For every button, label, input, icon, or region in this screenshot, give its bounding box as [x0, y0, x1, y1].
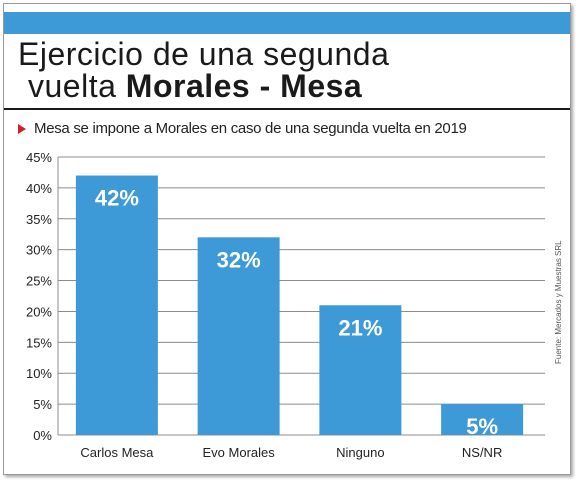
x-axis: Carlos Mesa Evo Morales Ninguno NS/NR	[80, 445, 502, 460]
y-tick-label: 45%	[26, 150, 52, 165]
bar-carlos-mesa	[75, 175, 158, 436]
bar-ns-nr	[441, 404, 524, 435]
title-line-2-normal: vuelta	[28, 68, 126, 104]
chart-title: Ejercicio de una segunda vuelta Morales …	[18, 38, 558, 102]
data-label: 21%	[338, 315, 382, 340]
x-tick-label: Evo Morales	[203, 445, 276, 460]
chart-subtitle: Mesa se impone a Morales en caso de una …	[34, 120, 467, 137]
y-tick-label: 5%	[33, 397, 52, 412]
bar-ninguno	[319, 305, 402, 435]
subtitle-bullet-icon	[18, 124, 26, 134]
y-axis: 0% 5% 10% 15% 20% 25% 30% 35% 40% 45%	[26, 150, 59, 443]
x-tick-label: Ninguno	[336, 445, 384, 460]
y-tick-label: 0%	[33, 428, 52, 443]
title-line-2-bold: Morales - Mesa	[125, 68, 363, 104]
title-divider	[4, 108, 570, 110]
header-banner	[4, 12, 570, 34]
data-label: 32%	[217, 247, 261, 272]
title-line-2: vuelta Morales - Mesa	[18, 70, 558, 102]
data-label: 5%	[466, 414, 498, 439]
y-tick-label: 20%	[26, 304, 52, 319]
bar-evo-morales	[197, 237, 280, 435]
data-label: 42%	[95, 186, 139, 211]
bars	[75, 175, 524, 436]
data-labels: 42% 32% 21% 5%	[95, 186, 498, 440]
title-line-1: Ejercicio de una segunda	[18, 36, 390, 72]
y-tick-label: 15%	[26, 335, 52, 350]
x-tick-label: NS/NR	[462, 445, 502, 460]
y-tick-label: 10%	[26, 366, 52, 381]
y-tick-label: 40%	[26, 181, 52, 196]
y-tick-label: 30%	[26, 243, 52, 258]
y-tick-label: 35%	[26, 212, 52, 227]
y-tick-label: 25%	[26, 274, 52, 289]
x-tick-label: Carlos Mesa	[80, 445, 154, 460]
